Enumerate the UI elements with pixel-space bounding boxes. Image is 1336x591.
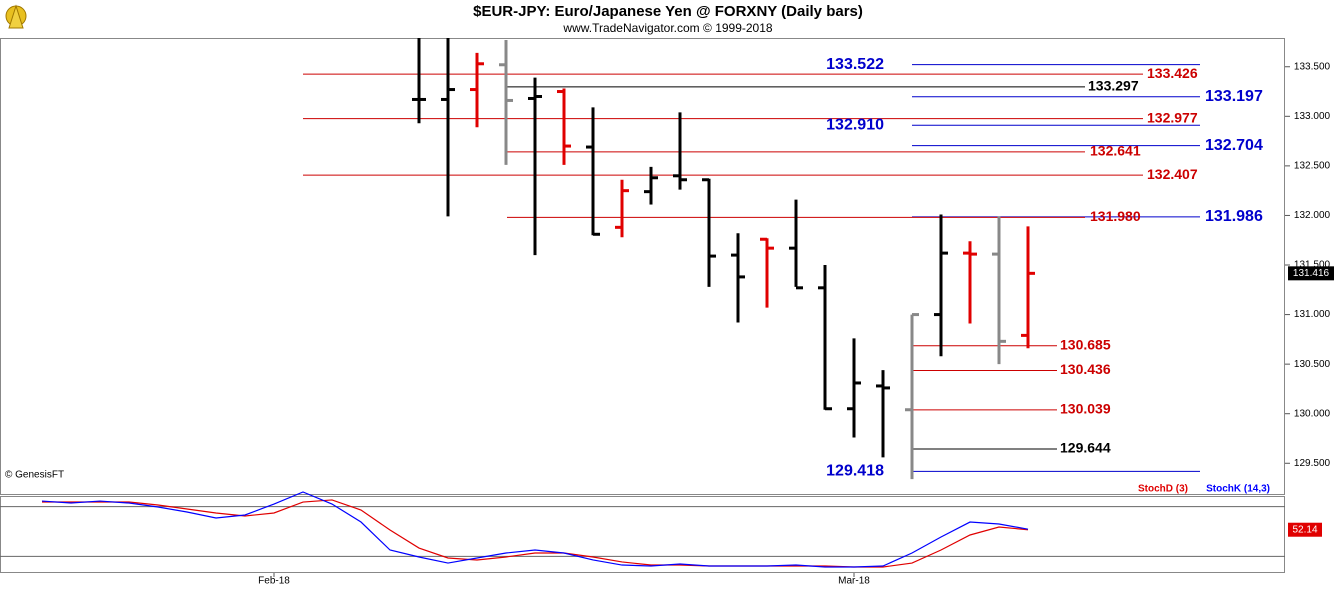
level-label: 132.407 — [1147, 166, 1198, 182]
y-tick-label: 131.000 — [1294, 309, 1331, 320]
chart-subtitle: www.TradeNavigator.com © 1999-2018 — [562, 21, 772, 35]
level-label: 130.039 — [1060, 401, 1111, 417]
legend-entry: StochK (14,3) — [1206, 484, 1270, 495]
y-tick-label: 133.000 — [1294, 111, 1331, 122]
y-tick-label: 130.500 — [1294, 359, 1331, 370]
y-tick-label: 129.500 — [1294, 458, 1331, 469]
x-tick-label: Mar-18 — [838, 576, 870, 587]
level-label: 133.522 — [826, 56, 884, 73]
level-label: 133.297 — [1088, 78, 1139, 94]
last-value-label: 52.14 — [1292, 524, 1317, 535]
level-label: 132.977 — [1147, 109, 1198, 125]
level-label: 131.980 — [1090, 208, 1141, 224]
price-panel — [0, 38, 1285, 495]
logo — [5, 4, 27, 29]
level-label: 132.704 — [1205, 137, 1263, 154]
level-label: 132.910 — [826, 116, 884, 133]
y-tick-label: 131.500 — [1294, 260, 1331, 271]
legend-entry: StochD (3) — [1138, 484, 1188, 495]
last-value-box — [1288, 522, 1322, 537]
last-price-label: 131.416 — [1293, 268, 1330, 279]
x-tick-label: Feb-18 — [258, 576, 290, 587]
chart-title: $EUR-JPY: Euro/Japanese Yen @ FORXNY (Da… — [473, 3, 863, 20]
level-label: 130.685 — [1060, 337, 1111, 353]
last-price-box — [1288, 266, 1334, 281]
y-tick-label: 130.000 — [1294, 408, 1331, 419]
y-tick-label: 132.000 — [1294, 210, 1331, 221]
y-tick-label: 133.500 — [1294, 61, 1331, 72]
level-label: 130.436 — [1060, 361, 1111, 377]
level-label: 129.418 — [826, 463, 884, 480]
level-label: 131.986 — [1205, 208, 1263, 225]
y-tick-label: 132.500 — [1294, 161, 1331, 172]
level-label: 133.426 — [1147, 65, 1198, 81]
annotation: © GenesisFT — [5, 470, 64, 481]
stoch-panel — [0, 496, 1285, 573]
stoch-line — [41, 491, 1029, 568]
level-label: 133.197 — [1205, 88, 1263, 105]
level-label: 129.644 — [1060, 440, 1111, 456]
level-label: 132.641 — [1090, 143, 1141, 159]
